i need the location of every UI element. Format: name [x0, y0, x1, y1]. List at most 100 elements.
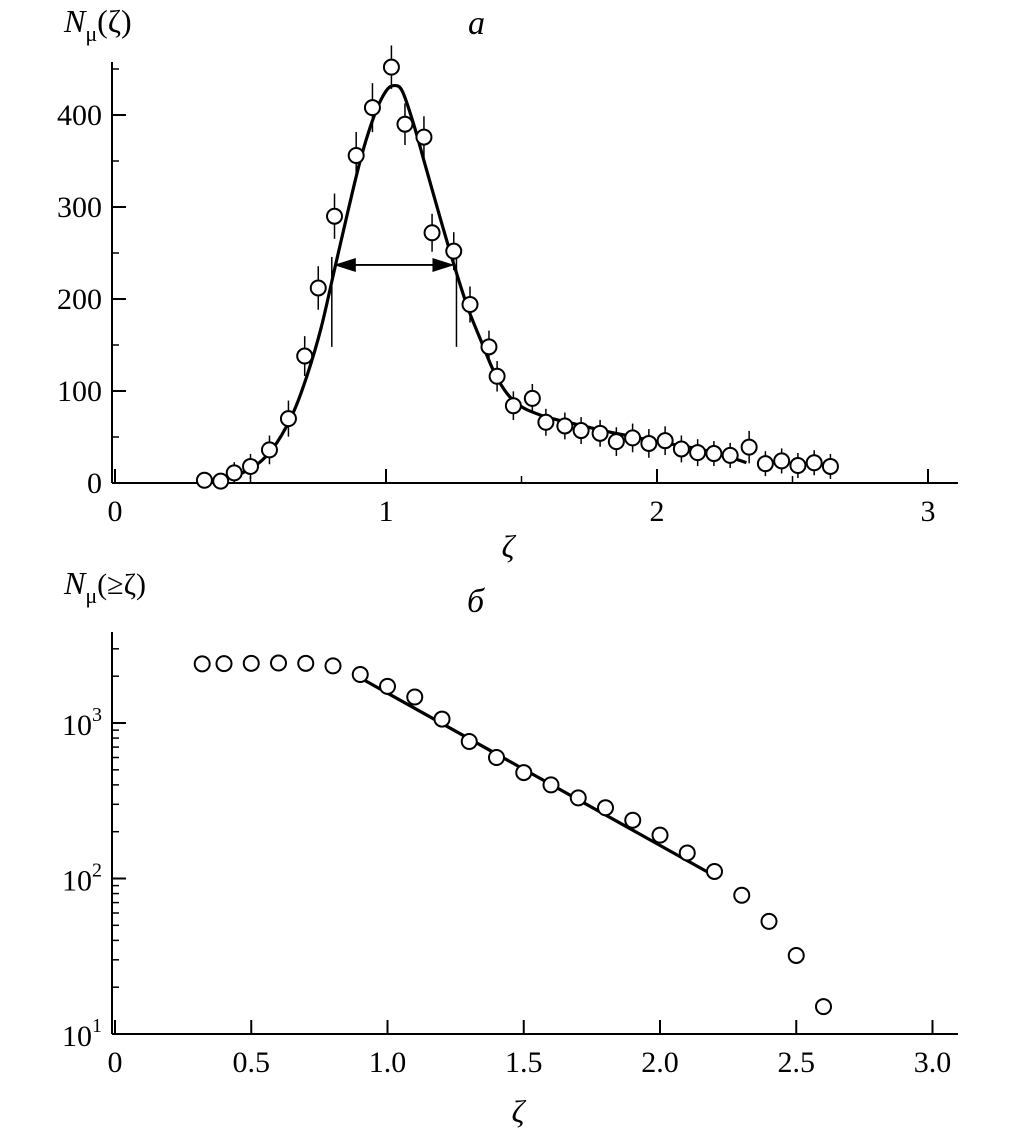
panel-b-data-point [651, 826, 669, 844]
panel-a-fwhm-marker [331, 256, 458, 347]
panel-a-ylabel-arg: (ζ) [97, 3, 132, 39]
panel-b-data-point [193, 655, 211, 673]
panel-a-data-point [640, 434, 658, 452]
panel-b-data-point [433, 710, 451, 728]
panel-a-data-point [672, 440, 690, 458]
panel-a-y-tick-label: 0 [87, 467, 102, 500]
panel-a-ticks: 0 1 2 3 0 100 200 300 400 [57, 68, 936, 528]
panel-a-data-point [309, 279, 327, 297]
panel-a-data-point [488, 367, 506, 385]
panel-a-data-point [396, 115, 414, 133]
panel-a-y-tick-label: 100 [57, 375, 102, 408]
panel-b-data-point [569, 789, 587, 807]
panel-a-data-point [504, 397, 522, 415]
panel-a-data-point [296, 347, 314, 365]
panel-a-data-point [789, 457, 807, 475]
panel-a-fwhm-arrow-left-head [333, 257, 356, 272]
panel-b-data-point [815, 998, 832, 1016]
panel-b-x-tick-label: 2.0 [641, 1046, 679, 1079]
panel-a-x-tick-label: 3 [921, 495, 936, 528]
panel-a-data-point [415, 128, 433, 146]
panel-a-y-tick-label: 200 [57, 283, 102, 316]
panel-b-ylabel-arg: (≥ζ) [97, 568, 146, 601]
panel-a: a Nμ(ζ) 0 1 2 3 0 100 200 300 400 ζ [57, 3, 958, 564]
panel-a-ylabel-main: N [63, 3, 87, 39]
panel-b: б Nμ(≥ζ) 0 0.5 1.0 1.5 2.0 2.5 3.0 101 102 103 ζ [62, 565, 958, 1129]
panel-b-data-point [488, 748, 505, 766]
panel-b-x-tick-label: 2.5 [778, 1046, 816, 1079]
panel-a-data-point [480, 338, 498, 356]
panel-a-data-point [773, 452, 791, 470]
panel-b-points [193, 654, 832, 1016]
panel-a-data-point [195, 471, 213, 489]
panel-b-data-point [215, 655, 233, 673]
panel-b-data-point [324, 657, 342, 675]
panel-a-data-point [656, 432, 674, 450]
panel-b-axes [111, 632, 958, 1035]
panel-a-data-point [326, 207, 344, 225]
panel-b-data-point [678, 844, 696, 862]
panel-b-xlabel: ζ [512, 1093, 527, 1129]
panel-b-x-tick-label: 1.5 [505, 1046, 543, 1079]
panel-b-data-point [515, 764, 533, 782]
panel-a-data-point [705, 445, 723, 463]
panel-b-x-tick-label: 1.0 [369, 1046, 407, 1079]
panel-a-data-point [363, 99, 381, 117]
panel-a-letter: a [468, 5, 485, 42]
panel-b-y-tick-label: 101 [62, 1015, 102, 1053]
panel-b-y-tick-label: 103 [62, 704, 102, 742]
panel-b-data-point [351, 666, 369, 684]
panel-a-data-point [225, 464, 243, 482]
panel-a-data-point [805, 454, 823, 472]
panel-a-data-point [740, 438, 758, 456]
panel-a-data-point [721, 446, 739, 464]
panel-b-data-point [597, 799, 614, 817]
panel-a-data-point [821, 457, 839, 475]
panel-a-axes [111, 62, 958, 484]
panel-a-data-point [461, 296, 479, 314]
panel-b-letter: б [467, 583, 486, 620]
panel-b-data-point [242, 654, 260, 672]
panel-a-xlabel: ζ [502, 528, 517, 564]
panel-a-x-tick-label: 1 [379, 495, 394, 528]
panel-b-data-point [733, 886, 751, 904]
panel-a-data-point [382, 58, 400, 76]
panel-a-data-point [445, 242, 463, 260]
panel-b-data-point [270, 654, 287, 672]
panel-a-data-point [347, 146, 365, 164]
panel-a-ylabel: Nμ(ζ) [63, 3, 132, 46]
panel-a-fwhm-arrow-right-head [432, 257, 455, 272]
panel-b-data-point [379, 677, 396, 695]
panel-b-fit-line-segment [359, 676, 716, 878]
panel-b-fit-line [359, 676, 716, 878]
panel-b-ylabel-main: N [63, 565, 87, 601]
panel-b-data-point [760, 912, 778, 930]
panel-b-data-point [406, 688, 424, 706]
panel-b-x-tick-label: 0 [108, 1046, 123, 1079]
panel-b-x-tick-label: 3.0 [914, 1046, 952, 1079]
panel-b-y-tick-label: 102 [62, 860, 102, 898]
panel-a-data-point [607, 433, 625, 451]
panel-b-ylabel: Nμ(≥ζ) [63, 565, 146, 608]
panel-a-data-point [242, 457, 259, 475]
panel-b-data-point [542, 776, 560, 794]
panel-a-y-tick-label: 300 [57, 191, 102, 224]
panel-a-data-point [572, 422, 590, 440]
panel-a-x-tick-label: 2 [650, 495, 665, 528]
panel-a-data-point [537, 413, 555, 431]
panel-a-data-point [523, 389, 541, 407]
panel-a-points [195, 45, 839, 490]
panel-a-y-tick-label: 400 [57, 99, 102, 132]
panel-a-ylabel-sub: μ [85, 21, 97, 46]
panel-a-data-point [689, 444, 707, 462]
panel-a-data-point [260, 441, 278, 459]
panel-b-ticks: 0 0.5 1.0 1.5 2.0 2.5 3.0 101 102 103 [62, 648, 952, 1079]
panel-b-x-tick-label: 0.5 [233, 1046, 271, 1079]
panel-b-data-point [460, 733, 478, 751]
panel-b-data-point [297, 654, 315, 672]
panel-a-data-point [556, 417, 574, 435]
panel-a-data-point [591, 424, 609, 442]
panel-b-data-point [787, 946, 805, 964]
panel-a-data-point [279, 410, 297, 428]
